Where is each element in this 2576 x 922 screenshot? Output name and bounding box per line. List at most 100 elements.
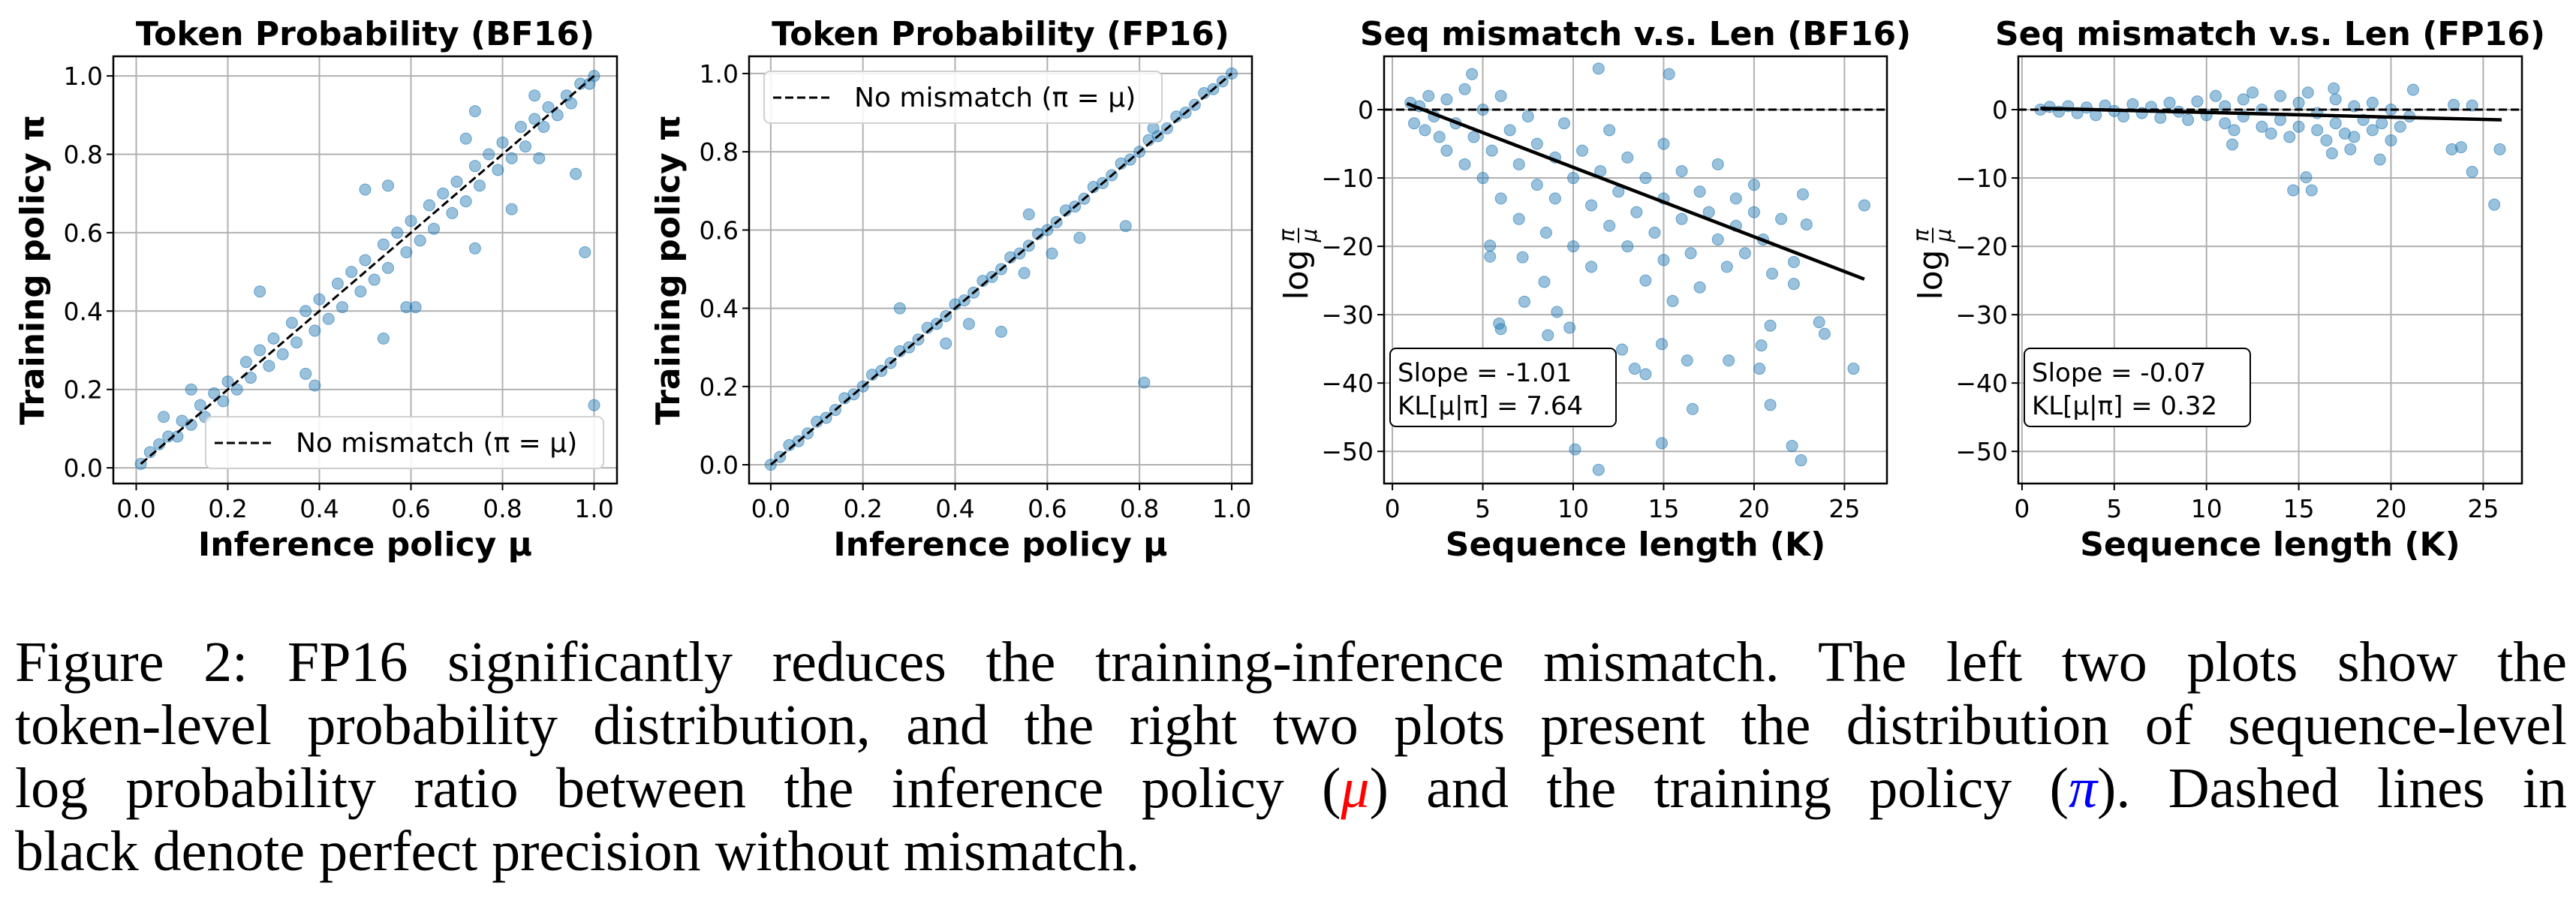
data-point [468,242,481,255]
caption-text: ). Dashed lines in [2097,757,2568,820]
data-point [962,318,975,330]
data-point [570,167,582,180]
data-point [1621,240,1634,253]
data-point [400,301,413,314]
data-point [428,222,440,235]
x-tick-label: 0.8 [483,494,522,523]
data-point [2246,86,2259,99]
data-point [359,183,372,196]
data-point [1585,199,1598,212]
data-point [1494,89,1507,102]
y-axis-label: log πμ [1909,227,1956,300]
data-point [1687,402,1699,415]
axes-frame [748,55,1253,485]
data-point [1494,192,1507,205]
data-point [2163,96,2176,109]
data-point [1603,219,1616,232]
y-tick-label: −20 [1321,232,1374,261]
subplot-3: 0 5 10 15 20 25 0 −10 −20 −30 −40 −50 Seq mismatch v… [1274,15,1911,564]
y-label-denominator: μ [1931,229,1956,243]
data-point [1422,89,1435,102]
y-tick-label: −50 [1321,437,1374,466]
caption-line-2: token-level probability distribution, an… [15,694,2567,757]
data-point [1485,144,1498,157]
data-point [1503,124,1516,137]
data-point [1512,212,1525,225]
axes-frame [2017,55,2523,485]
data-point [2311,124,2324,137]
slope-text: Slope = -0.07 [2032,358,2206,388]
data-point [1530,179,1543,191]
caption-text: log probability ratio between the infere… [15,757,1341,820]
data-point [450,176,463,188]
data-point [1787,256,1800,269]
data-point [2445,143,2458,155]
data-point [1458,158,1471,170]
x-axis-label: Sequence length (K) [2080,526,2460,564]
data-point [459,195,472,208]
y-tick-label: 0.2 [700,372,739,402]
legend-box [763,71,1163,124]
data-point [1538,276,1551,288]
x-tick-label: 5 [2106,494,2122,523]
fit-line [2040,106,2502,122]
data-point [1147,122,1160,134]
data-point [1119,220,1132,233]
data-point [940,337,952,350]
data-point [254,285,266,298]
data-point [1657,254,1670,267]
data-point [423,199,435,212]
data-point [1440,144,1453,157]
data-point [1484,240,1497,252]
data-point [230,383,243,396]
data-point [2488,198,2501,211]
no-mismatch-line [769,72,1232,466]
data-point [533,152,546,164]
x-tick-label: 0.4 [299,494,339,523]
data-point [336,301,348,314]
data-point [2385,134,2397,146]
data-point [267,332,280,345]
legend: No mismatch (π = μ) [205,416,604,469]
data-point [565,97,577,110]
data-point [1458,83,1471,95]
data-point [1639,274,1652,287]
y-tick-label: 0 [1992,95,2008,125]
x-axis-label: Inference policy μ [833,526,1167,564]
data-point [1569,443,1581,456]
x-tick-label: 5 [1475,494,1491,523]
data-point [1766,267,1779,280]
data-point [1557,117,1570,130]
data-point [254,344,266,357]
data-point [1813,316,1825,329]
data-point [2366,124,2379,137]
y-label-log: log [1277,249,1316,300]
scatter-points [764,67,1238,471]
data-point [1753,363,1766,375]
data-point [1681,354,1693,367]
axes-frame [1383,55,1888,485]
data-point [2348,131,2361,143]
y-tick-label: −10 [1955,164,2008,193]
data-point [299,367,312,380]
y-tick-label: −20 [1955,232,2008,261]
data-point [1738,247,1751,260]
data-point [1567,240,1580,253]
y-tick-label: 0.4 [64,297,103,326]
data-point [492,164,504,176]
data-point [893,302,906,315]
data-point [2366,96,2379,109]
caption-line-1: Figure 2: FP16 significantly reduces the… [15,631,2567,694]
data-point [1539,226,1552,239]
data-point [1764,319,1777,332]
data-point [1747,206,1760,218]
figure: 0.0 0.2 0.4 0.6 0.8 1.0 0.0 0.2 0.4 0.6 0.8 1.0 Toke… [14,15,2545,564]
y-tick-label: 1.0 [64,62,103,91]
data-point [483,148,495,161]
data-point [2283,131,2296,143]
data-point [437,187,450,200]
data-point [1656,338,1669,351]
data-point [528,89,541,102]
subplot-1: 0.0 0.2 0.4 0.6 0.8 1.0 0.0 0.2 0.4 0.6 0.8 1.0 Toke… [14,15,618,564]
data-point [1466,68,1479,80]
